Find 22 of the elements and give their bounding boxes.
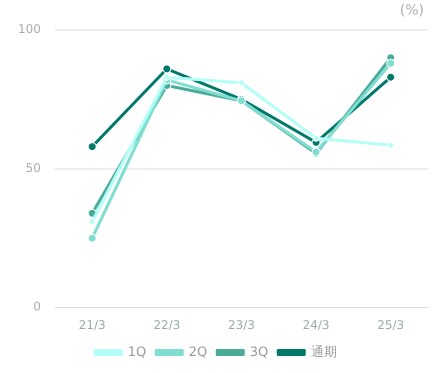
point (88, 142, 97, 152)
point (238, 79, 245, 86)
point (312, 134, 320, 142)
y-tick-label: 100 (18, 22, 41, 36)
legend-label: 通期 (310, 344, 337, 360)
legend-label: 2Q (188, 344, 208, 360)
x-tick-label: 23/3 (228, 318, 255, 332)
legend-label: 3Q (250, 344, 268, 360)
point (88, 234, 97, 243)
x-tick-label: 25/3 (377, 318, 404, 332)
point (386, 58, 396, 68)
point (386, 72, 396, 82)
legend-label: 1Q (128, 344, 146, 360)
x-tick-label: 24/3 (302, 318, 330, 332)
y-tick-label: 0 (33, 300, 41, 314)
y-axis-title: (%) (400, 2, 424, 19)
y-tick-label: 50 (26, 160, 41, 175)
x-tick-label: 22/3 (153, 318, 180, 332)
point (163, 74, 170, 81)
point (162, 64, 172, 74)
x-tick-label: 21/3 (78, 318, 106, 332)
point (387, 142, 394, 149)
